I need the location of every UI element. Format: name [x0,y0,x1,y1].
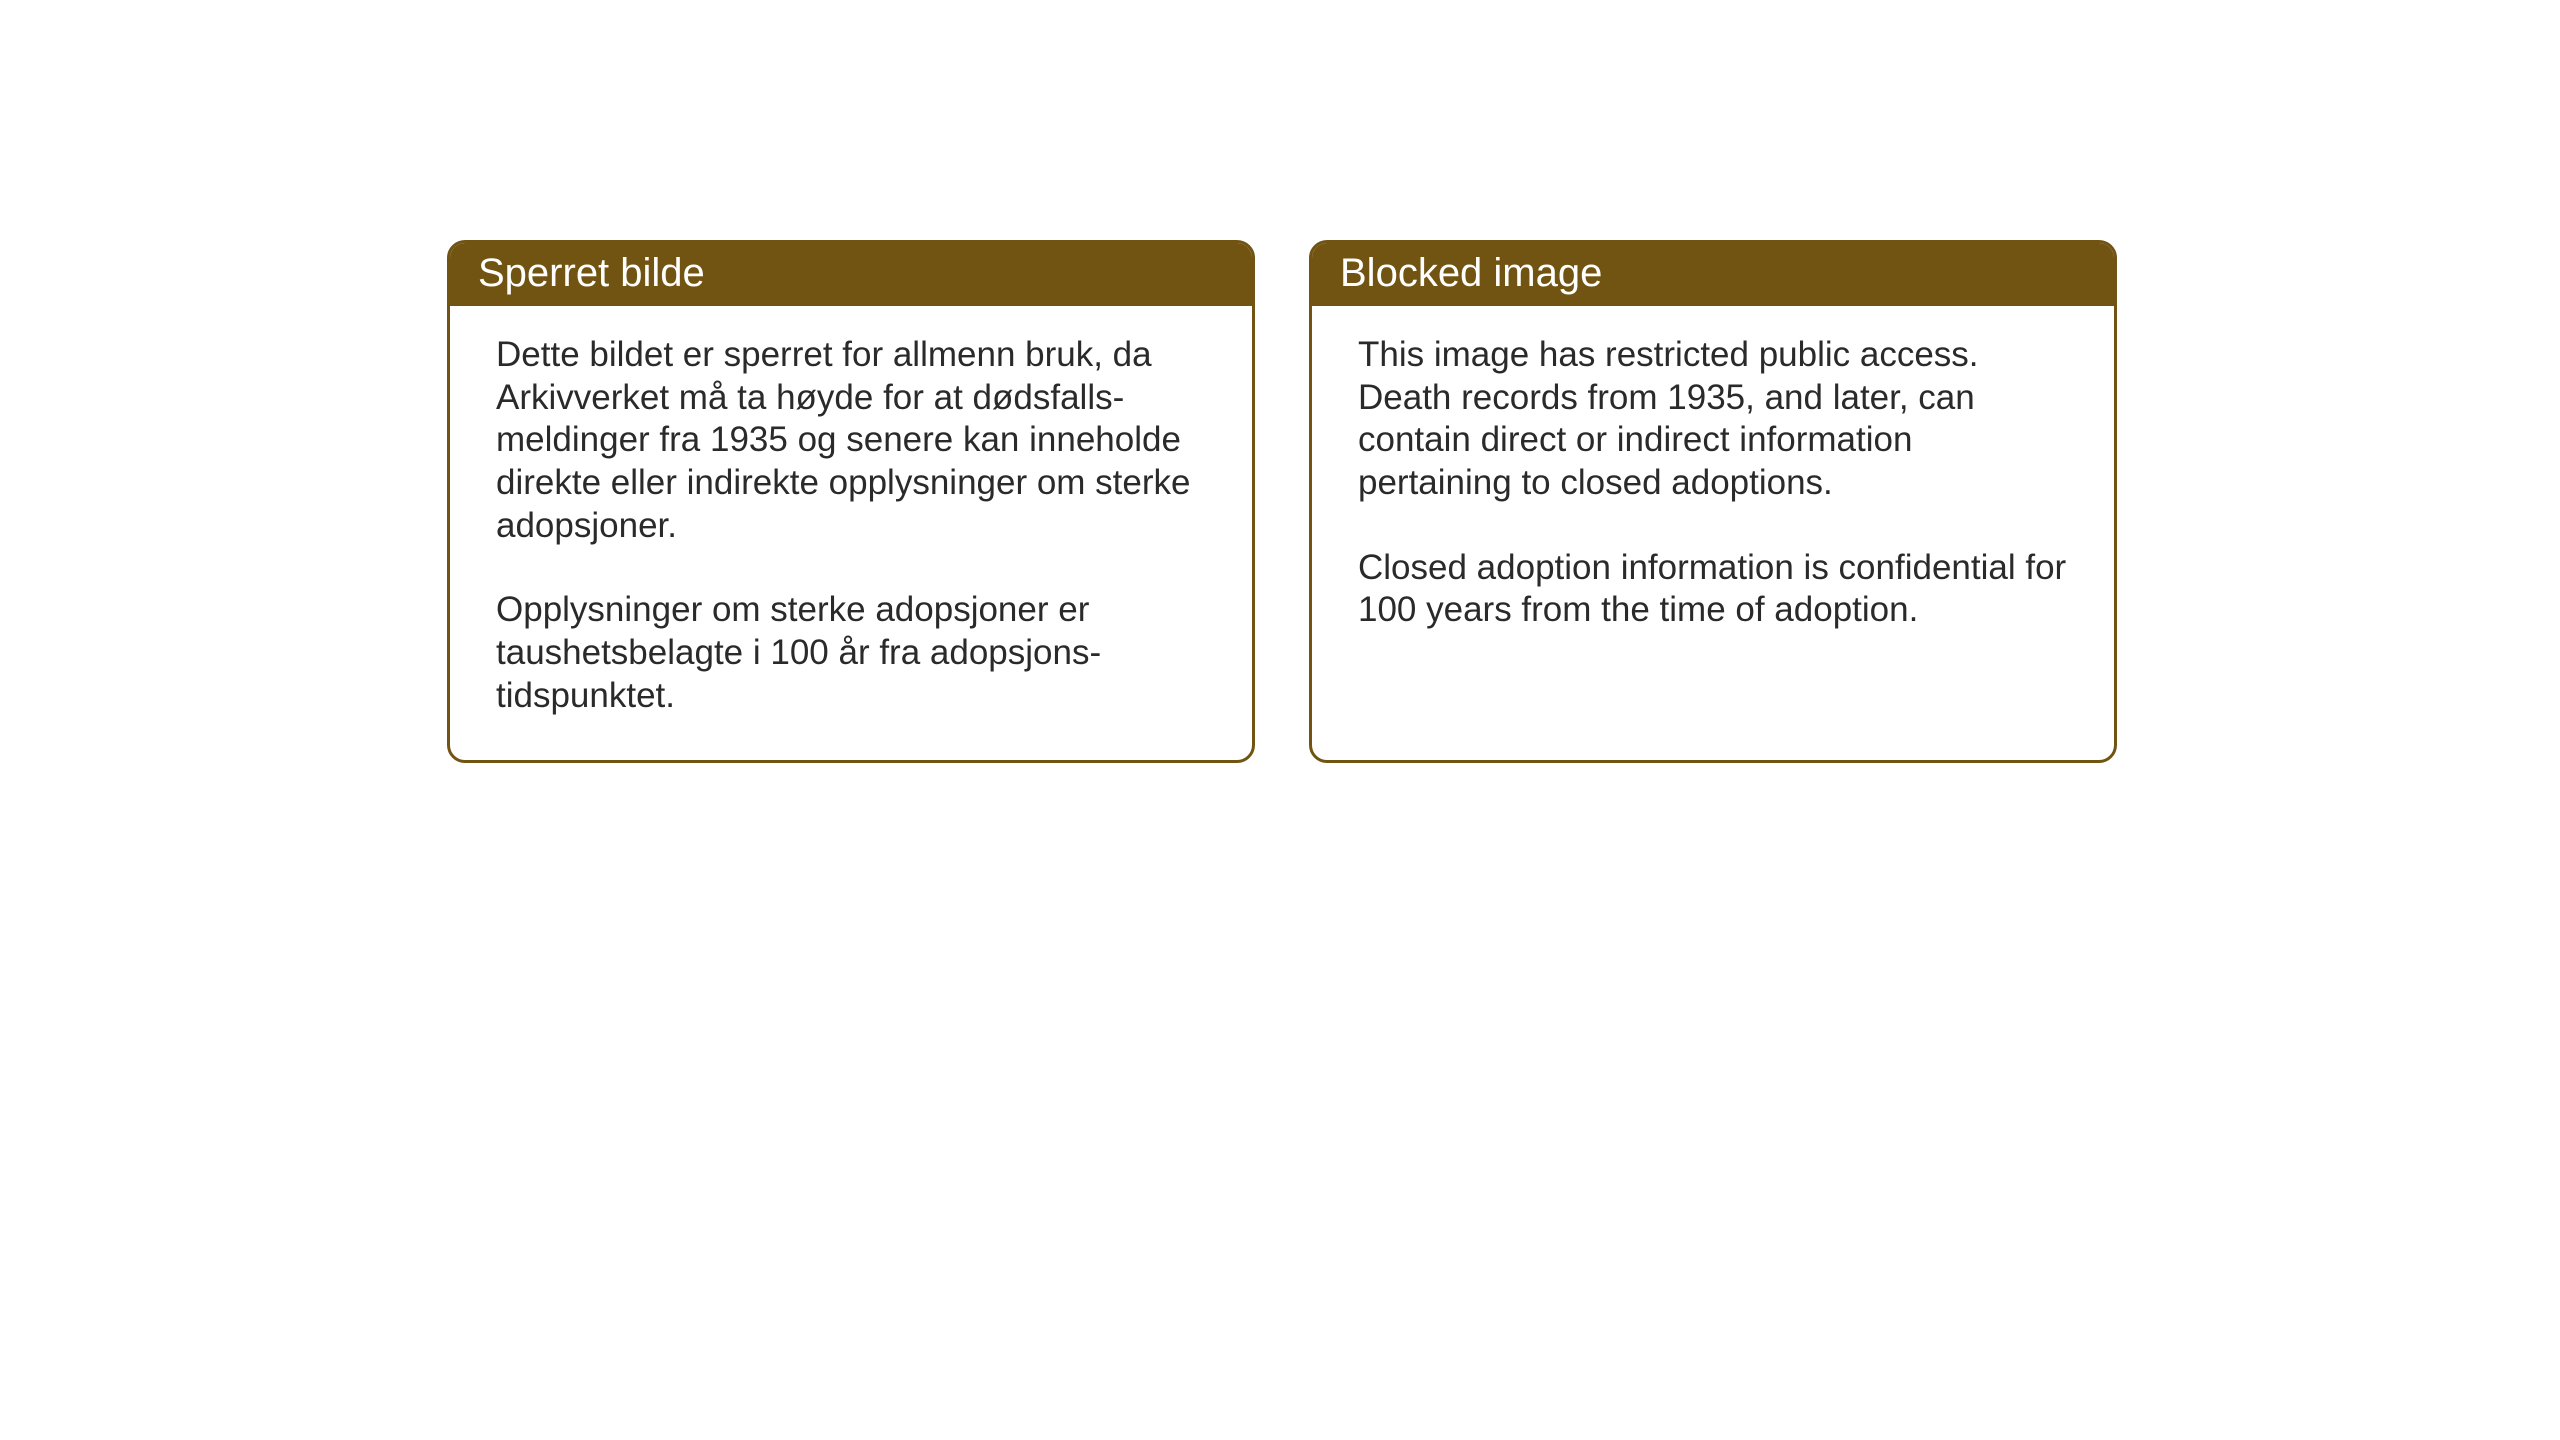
paragraph-text: Closed adoption information is confident… [1358,547,2068,632]
paragraph-text: This image has restricted public access.… [1358,334,2068,505]
card-header-english: Blocked image [1312,243,2114,306]
card-body-norwegian: Dette bildet er sperret for allmenn bruk… [450,306,1252,760]
notice-card-norwegian: Sperret bilde Dette bildet er sperret fo… [447,240,1255,763]
paragraph-text: Opplysninger om sterke adopsjoner er tau… [496,589,1206,717]
notice-card-english: Blocked image This image has restricted … [1309,240,2117,763]
notice-cards-container: Sperret bilde Dette bildet er sperret fo… [447,240,2117,763]
paragraph-text: Dette bildet er sperret for allmenn bruk… [496,334,1206,547]
card-header-norwegian: Sperret bilde [450,243,1252,306]
card-body-english: This image has restricted public access.… [1312,306,2114,674]
